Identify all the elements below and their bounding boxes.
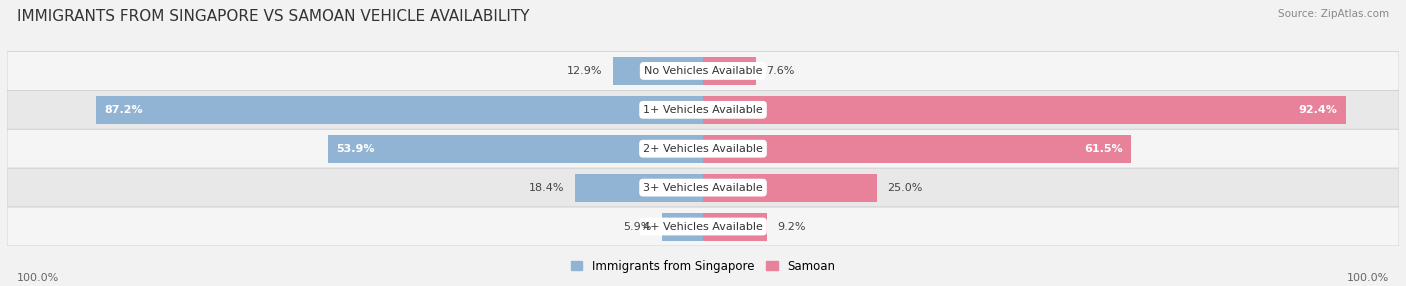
Text: 61.5%: 61.5% <box>1084 144 1122 154</box>
Text: 100.0%: 100.0% <box>17 273 59 283</box>
FancyBboxPatch shape <box>7 90 1399 129</box>
Text: 100.0%: 100.0% <box>1347 273 1389 283</box>
Legend: Immigrants from Singapore, Samoan: Immigrants from Singapore, Samoan <box>565 255 841 277</box>
Bar <box>328 135 703 163</box>
Text: 53.9%: 53.9% <box>336 144 375 154</box>
Text: 4+ Vehicles Available: 4+ Vehicles Available <box>643 222 763 231</box>
Bar <box>575 174 703 202</box>
Text: 12.9%: 12.9% <box>567 66 603 76</box>
Text: 3+ Vehicles Available: 3+ Vehicles Available <box>643 183 763 192</box>
Bar <box>96 96 703 124</box>
Text: 5.9%: 5.9% <box>623 222 651 231</box>
Text: Source: ZipAtlas.com: Source: ZipAtlas.com <box>1278 9 1389 19</box>
FancyBboxPatch shape <box>7 168 1399 207</box>
FancyBboxPatch shape <box>7 51 1399 90</box>
Text: 9.2%: 9.2% <box>778 222 806 231</box>
Bar <box>703 212 768 241</box>
Text: 7.6%: 7.6% <box>766 66 794 76</box>
Text: 25.0%: 25.0% <box>887 183 922 192</box>
Bar <box>662 212 703 241</box>
Bar <box>703 135 1130 163</box>
Bar <box>703 174 877 202</box>
Bar <box>703 96 1346 124</box>
Text: 92.4%: 92.4% <box>1299 105 1337 115</box>
Text: No Vehicles Available: No Vehicles Available <box>644 66 762 76</box>
Text: IMMIGRANTS FROM SINGAPORE VS SAMOAN VEHICLE AVAILABILITY: IMMIGRANTS FROM SINGAPORE VS SAMOAN VEHI… <box>17 9 530 23</box>
Bar <box>613 57 703 85</box>
Text: 1+ Vehicles Available: 1+ Vehicles Available <box>643 105 763 115</box>
Text: 18.4%: 18.4% <box>529 183 564 192</box>
FancyBboxPatch shape <box>7 207 1399 246</box>
Text: 87.2%: 87.2% <box>104 105 143 115</box>
Text: 2+ Vehicles Available: 2+ Vehicles Available <box>643 144 763 154</box>
Bar <box>703 57 756 85</box>
FancyBboxPatch shape <box>7 129 1399 168</box>
